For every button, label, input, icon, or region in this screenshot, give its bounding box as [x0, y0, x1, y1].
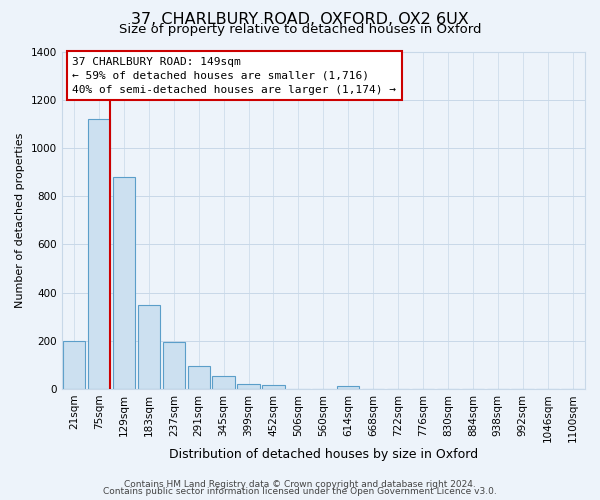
Bar	[88, 119, 110, 389]
Bar	[113, 177, 135, 389]
Bar	[212, 376, 235, 389]
Bar	[63, 341, 85, 389]
Bar	[337, 386, 359, 389]
Text: Contains public sector information licensed under the Open Government Licence v3: Contains public sector information licen…	[103, 488, 497, 496]
Text: Size of property relative to detached houses in Oxford: Size of property relative to detached ho…	[119, 22, 481, 36]
Text: 37 CHARLBURY ROAD: 149sqm
← 59% of detached houses are smaller (1,716)
40% of se: 37 CHARLBURY ROAD: 149sqm ← 59% of detac…	[72, 56, 396, 94]
Bar	[137, 304, 160, 389]
Text: 37, CHARLBURY ROAD, OXFORD, OX2 6UX: 37, CHARLBURY ROAD, OXFORD, OX2 6UX	[131, 12, 469, 28]
X-axis label: Distribution of detached houses by size in Oxford: Distribution of detached houses by size …	[169, 448, 478, 461]
Bar	[262, 386, 285, 389]
Text: Contains HM Land Registry data © Crown copyright and database right 2024.: Contains HM Land Registry data © Crown c…	[124, 480, 476, 489]
Bar	[188, 366, 210, 389]
Y-axis label: Number of detached properties: Number of detached properties	[15, 132, 25, 308]
Bar	[163, 342, 185, 389]
Bar	[238, 384, 260, 389]
